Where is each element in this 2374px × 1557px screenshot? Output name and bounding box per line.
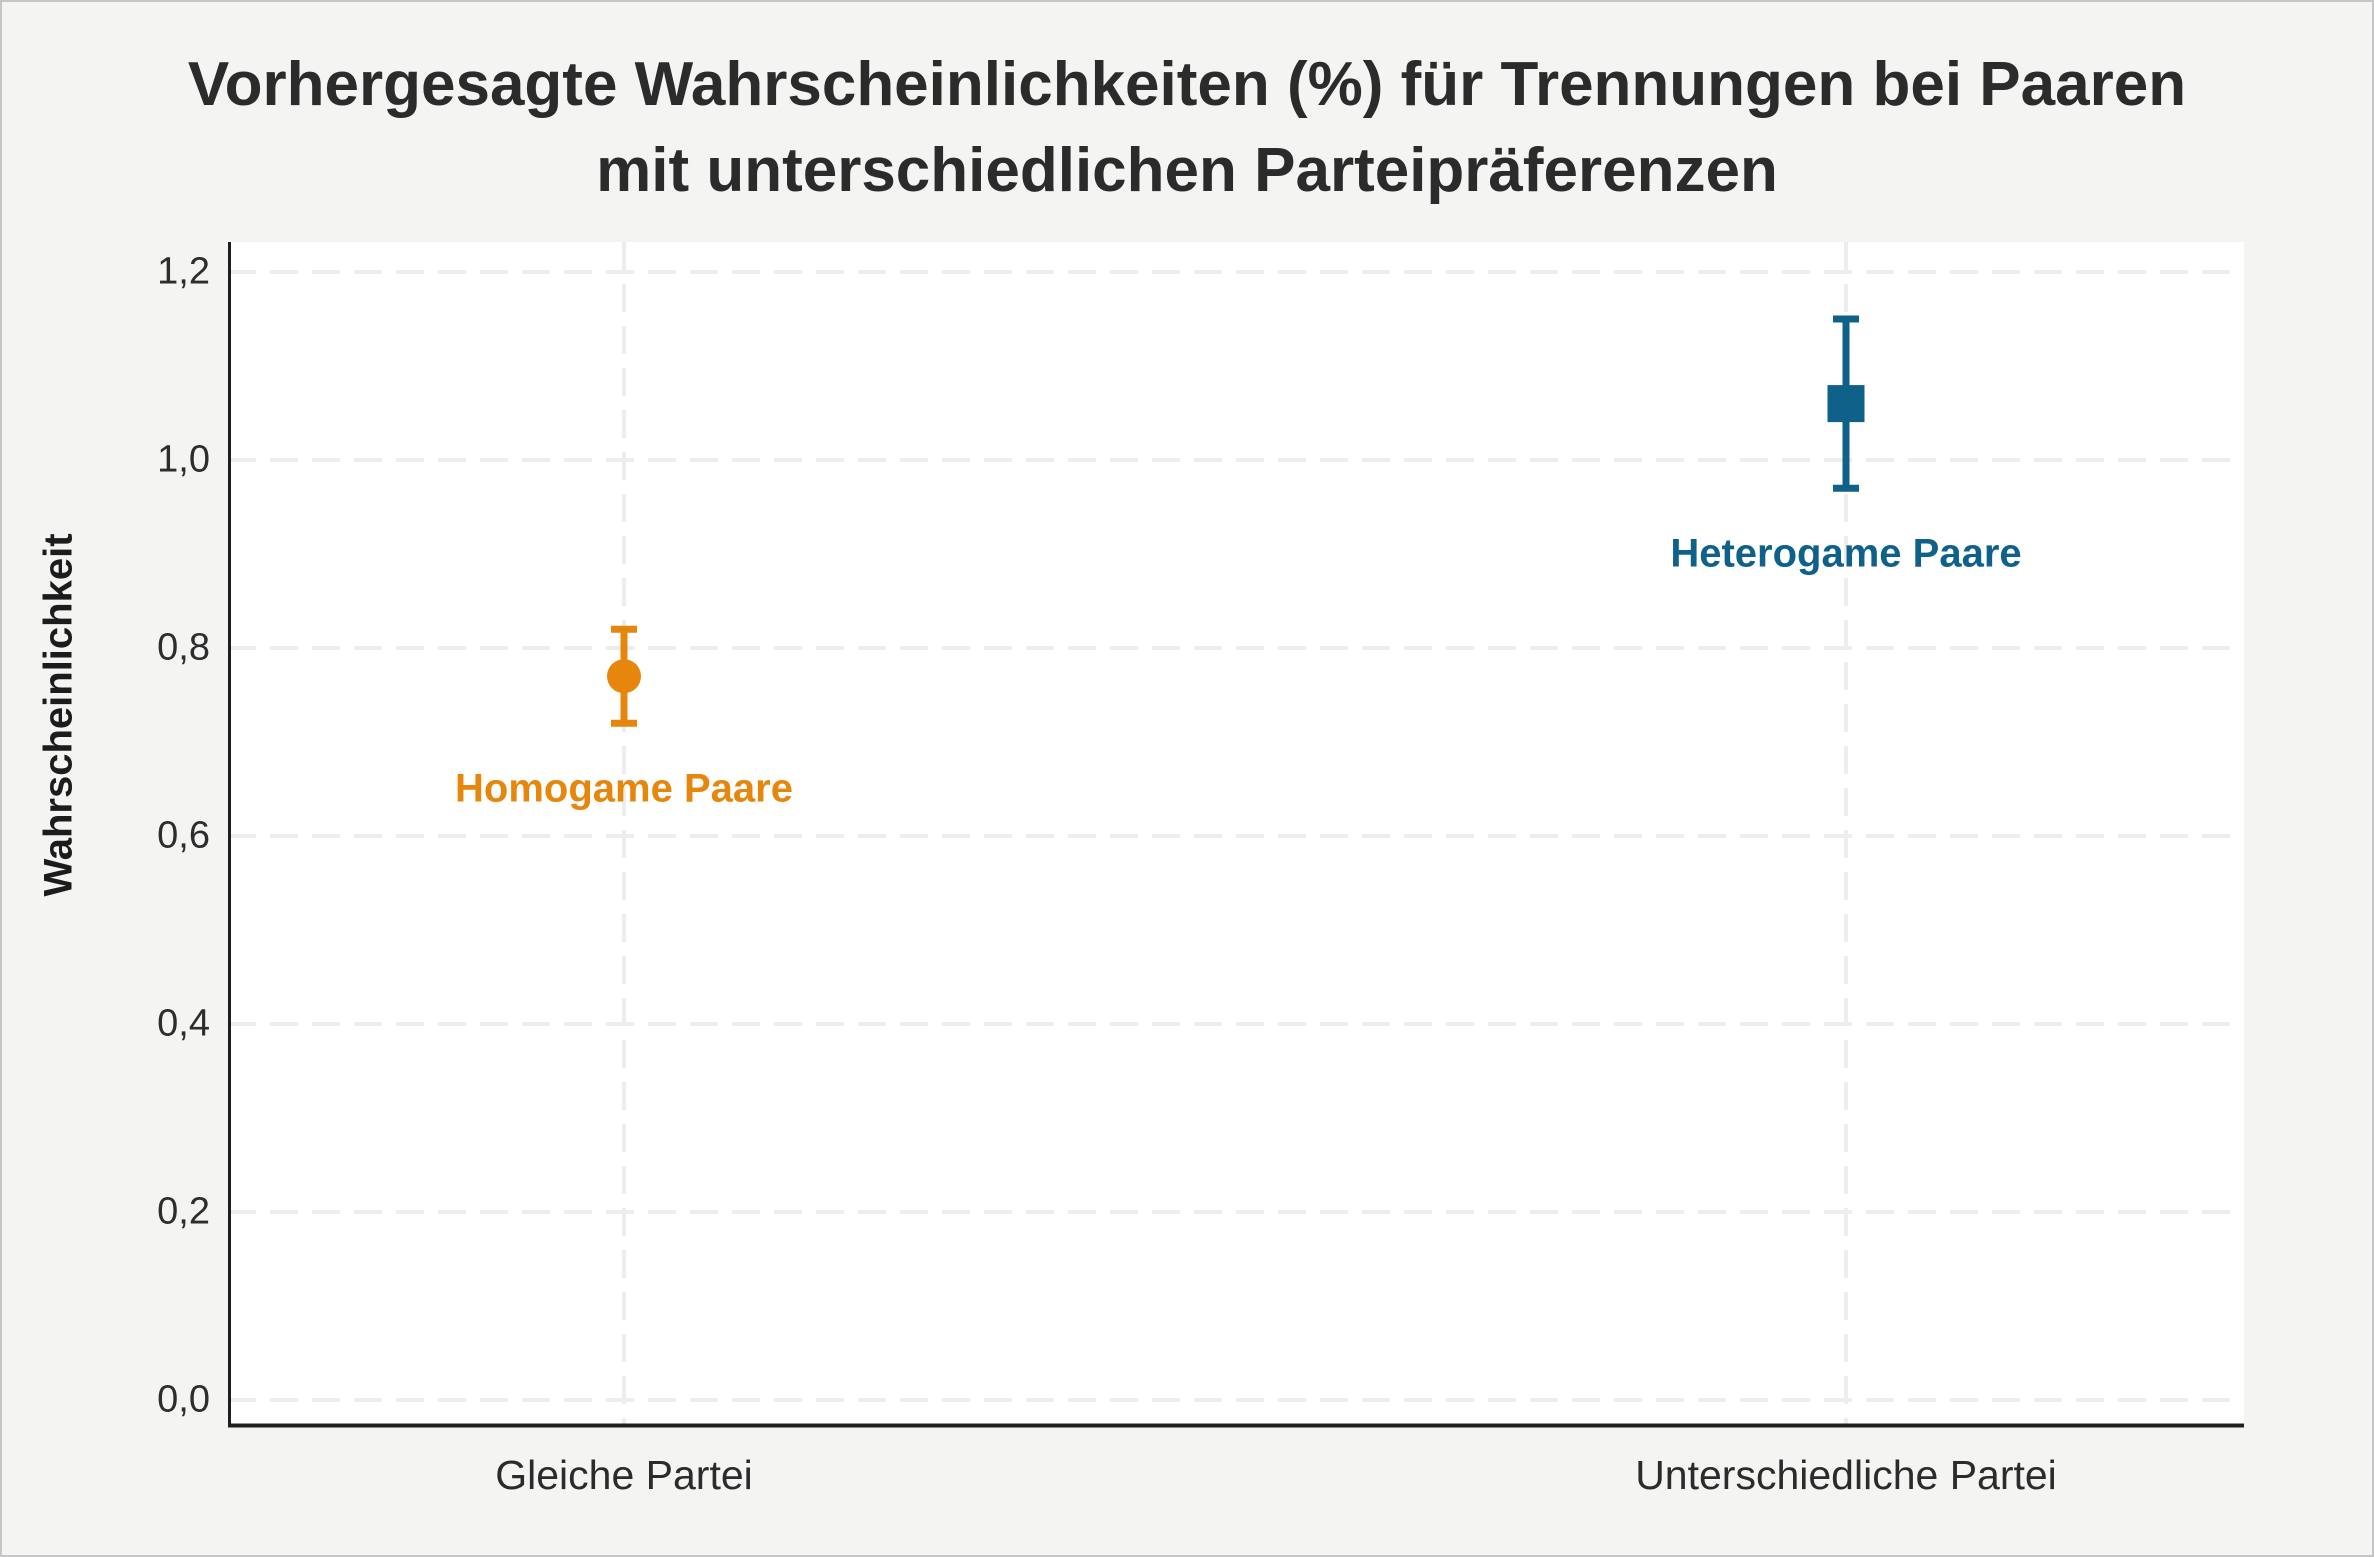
- plot-background: [228, 242, 2244, 1425]
- y-tick-label: 0,6: [157, 814, 210, 857]
- y-tick-label: 0,8: [157, 626, 210, 669]
- y-tick-label: 0,2: [157, 1190, 210, 1233]
- y-tick-label: 0,4: [157, 1002, 210, 1045]
- series-label: Homogame Paare: [455, 766, 793, 811]
- series-label: Heterogame Paare: [1670, 531, 2022, 576]
- point-marker-square: [1827, 385, 1865, 423]
- chart-title-line-1: Vorhergesagte Wahrscheinlichkeiten (%) f…: [187, 50, 2187, 119]
- x-tick-label: Gleiche Partei: [495, 1452, 753, 1498]
- x-tick-label: Unterschiedliche Partei: [1635, 1452, 2057, 1498]
- y-tick-label: 1,0: [157, 438, 210, 481]
- y-tick-label: 0,0: [157, 1378, 210, 1421]
- y-tick-label: 1,2: [157, 250, 210, 293]
- chart-title-line-2: mit unterschiedlichen Parteipräferenzen: [596, 136, 1778, 205]
- chart-title: Vorhergesagte Wahrscheinlichkeiten (%) f…: [2, 42, 2372, 214]
- point-marker-circle: [607, 659, 641, 694]
